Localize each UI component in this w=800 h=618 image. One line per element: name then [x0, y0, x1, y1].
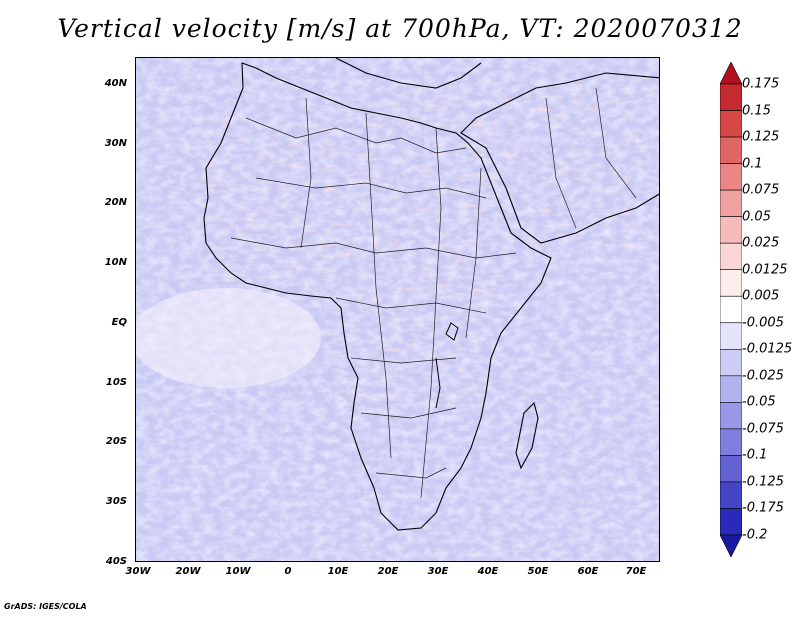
colorbar-bottom-triangle	[720, 534, 742, 557]
arabia-coastline	[460, 72, 659, 244]
africa-coastline	[203, 62, 552, 531]
field-land-pattern	[196, 78, 659, 561]
lat-label: 40N	[104, 78, 127, 89]
colorbar-swatch	[720, 110, 742, 138]
lat-label: 30N	[104, 138, 127, 149]
colorbar-swatch	[720, 508, 742, 536]
colorbar-swatch	[720, 216, 742, 244]
colorbar-label: 0.05	[742, 209, 771, 225]
colorbar-swatch	[720, 348, 742, 377]
colorbar-label: 0.025	[742, 235, 780, 251]
lon-label: 0	[284, 566, 292, 577]
colorbar-swatch	[720, 295, 742, 324]
madagascar-coastline	[515, 401, 539, 470]
lat-label: 30S	[105, 496, 127, 507]
lon-label: 30E	[427, 566, 449, 577]
lon-label: 40E	[477, 566, 499, 577]
lon-label: 10E	[327, 566, 349, 577]
lake-tanganyika	[435, 357, 441, 409]
lon-label: 30W	[125, 566, 151, 577]
colorbar-swatch	[720, 375, 742, 403]
lake-victoria	[445, 322, 459, 341]
lon-label: 20E	[377, 566, 399, 577]
colorbar-label: -0.075	[742, 421, 784, 437]
lat-label: 20S	[105, 436, 127, 447]
colorbar-swatch	[720, 242, 742, 271]
colorbar-swatch	[720, 428, 742, 456]
colorbar-label: -0.025	[742, 368, 784, 384]
lat-label: 20N	[104, 197, 127, 208]
colorbar-label: 0.005	[742, 288, 780, 304]
colorbar-label: -0.2	[742, 527, 768, 543]
lon-label: 70E	[625, 566, 647, 577]
colorbar-label: -0.125	[742, 474, 784, 490]
colorbar-swatch	[720, 83, 742, 111]
lat-label: 10S	[105, 377, 127, 388]
lat-label: 10N	[104, 257, 127, 268]
colorbar-label: -0.1	[742, 447, 768, 463]
lon-label: 50E	[527, 566, 549, 577]
colorbar-swatch	[720, 136, 742, 164]
colorbar-swatch	[720, 189, 742, 217]
credit-text: GrADS: IGES/COLA	[4, 602, 87, 611]
lat-label: 40S	[105, 556, 127, 567]
lon-label: 20W	[175, 566, 201, 577]
colorbar-label: 0.125	[742, 129, 780, 145]
country-borders	[230, 87, 637, 499]
colorbar-swatch	[720, 269, 742, 297]
colorbar-label: -0.0125	[742, 341, 793, 357]
colorbar-swatch	[720, 322, 742, 350]
map-svg	[136, 58, 659, 561]
colorbar-label: 0.075	[742, 182, 780, 198]
europe-coastline	[335, 58, 482, 89]
chart-title: Vertical velocity [m/s] at 700hPa, VT: 2…	[57, 14, 743, 43]
colorbar-label: -0.175	[742, 500, 784, 516]
coastlines	[203, 58, 659, 531]
colorbar-swatch	[720, 402, 742, 430]
colorbar-swatch	[720, 455, 742, 483]
map-plot-area	[135, 57, 660, 562]
lakes	[435, 322, 459, 409]
colorbar-swatch	[720, 163, 742, 191]
lon-label: 10W	[225, 566, 251, 577]
colorbar-label: -0.005	[742, 315, 784, 331]
colorbar-label: -0.05	[742, 394, 776, 410]
atlantic-pale-zone	[136, 288, 321, 388]
colorbar-top-triangle	[720, 62, 742, 85]
colorbar-label: 0.0125	[742, 262, 788, 278]
lon-label: 60E	[577, 566, 599, 577]
colorbar-label: 0.175	[742, 76, 780, 92]
colorbar	[720, 62, 742, 557]
colorbar-label: 0.15	[742, 103, 771, 119]
lat-label: EQ	[111, 317, 127, 328]
colorbar-swatch	[720, 481, 742, 509]
colorbar-label: 0.1	[742, 156, 763, 172]
